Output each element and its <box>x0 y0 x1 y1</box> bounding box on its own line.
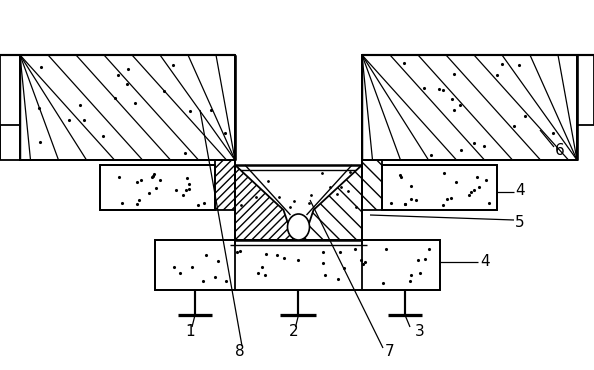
Text: 1: 1 <box>185 324 195 340</box>
Ellipse shape <box>287 214 309 240</box>
Bar <box>0 125 20 160</box>
Bar <box>215 160 235 210</box>
Bar <box>100 165 215 210</box>
Bar <box>20 55 235 160</box>
Polygon shape <box>304 165 362 240</box>
Bar <box>155 240 440 290</box>
Text: 2: 2 <box>289 324 298 340</box>
Polygon shape <box>577 55 594 160</box>
Text: 4: 4 <box>480 255 490 269</box>
Bar <box>20 55 235 160</box>
Bar <box>382 165 497 210</box>
Bar <box>362 160 382 210</box>
Text: 8: 8 <box>235 344 245 360</box>
Bar <box>382 165 497 210</box>
Text: 4: 4 <box>515 182 525 198</box>
Bar <box>100 165 215 210</box>
Polygon shape <box>235 165 293 240</box>
Text: 6: 6 <box>555 142 565 158</box>
Bar <box>362 55 577 160</box>
Text: 7: 7 <box>385 344 395 360</box>
Text: 5: 5 <box>515 215 525 229</box>
Bar <box>155 240 440 290</box>
Polygon shape <box>235 165 362 210</box>
Text: 3: 3 <box>415 324 425 340</box>
Bar <box>362 55 577 160</box>
